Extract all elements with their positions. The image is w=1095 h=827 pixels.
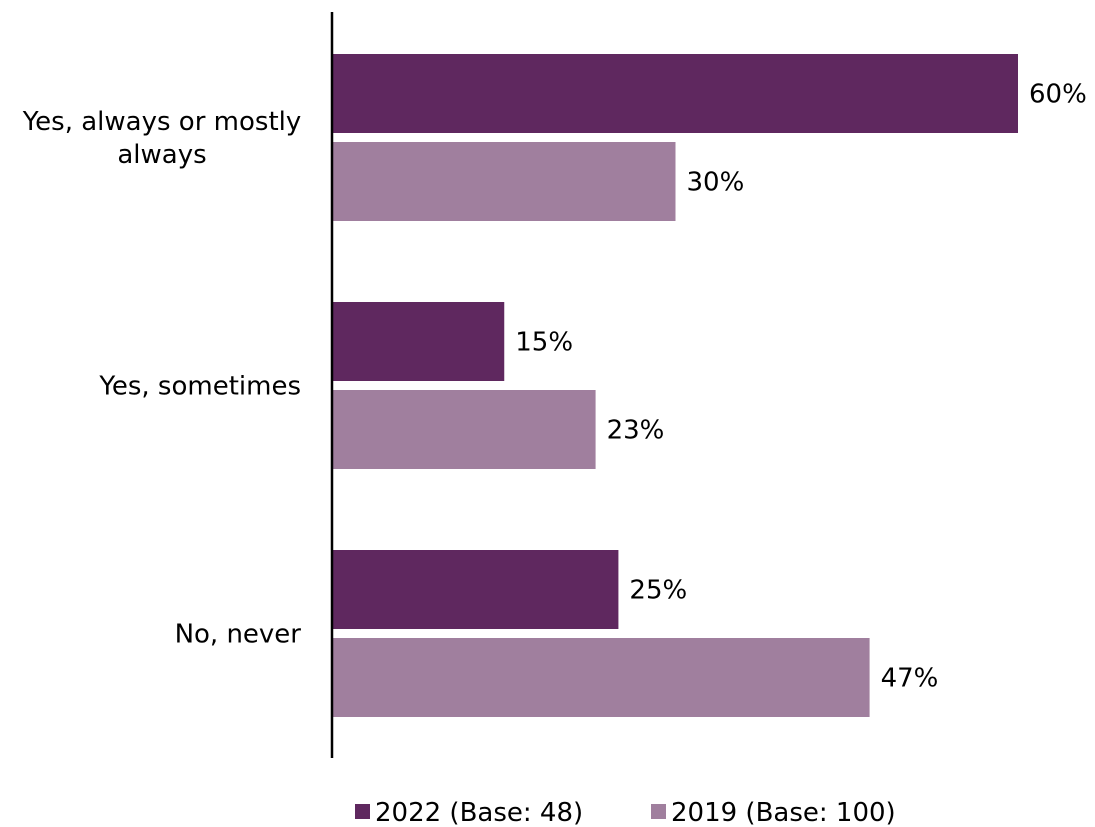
legend-swatch-1 (651, 804, 666, 819)
legend-label-0: 2022 (Base: 48) (375, 798, 583, 827)
legend: 2022 (Base: 48) 2019 (Base: 100) (355, 798, 896, 827)
bar-cat2-series1 (333, 638, 870, 717)
legend-label-1: 2019 (Base: 100) (671, 798, 896, 827)
value-labels-group: 60% 30% 15% 23% 25% 47% (515, 80, 1087, 694)
category-label-0-line-0: Yes, always or mostly (22, 107, 302, 137)
value-label-cat0-series1: 30% (687, 168, 745, 198)
legend-swatch-0 (355, 804, 370, 819)
value-label-cat2-series0: 25% (629, 576, 687, 606)
bar-cat1-series1 (333, 390, 596, 469)
bar-cat0-series1 (333, 142, 676, 221)
bar-cat1-series0 (333, 302, 505, 381)
bar-cat0-series0 (333, 54, 1018, 133)
value-label-cat0-series0: 60% (1029, 80, 1087, 110)
bar-cat2-series0 (333, 550, 619, 629)
value-label-cat2-series1: 47% (881, 664, 939, 694)
bars-group (333, 54, 1018, 717)
value-label-cat1-series1: 23% (607, 416, 665, 446)
category-label-1-line-0: Yes, sometimes (98, 372, 301, 402)
value-label-cat1-series0: 15% (515, 328, 573, 358)
category-label-0-line-1: always (117, 140, 206, 170)
category-label-2-line-0: No, never (175, 620, 302, 650)
